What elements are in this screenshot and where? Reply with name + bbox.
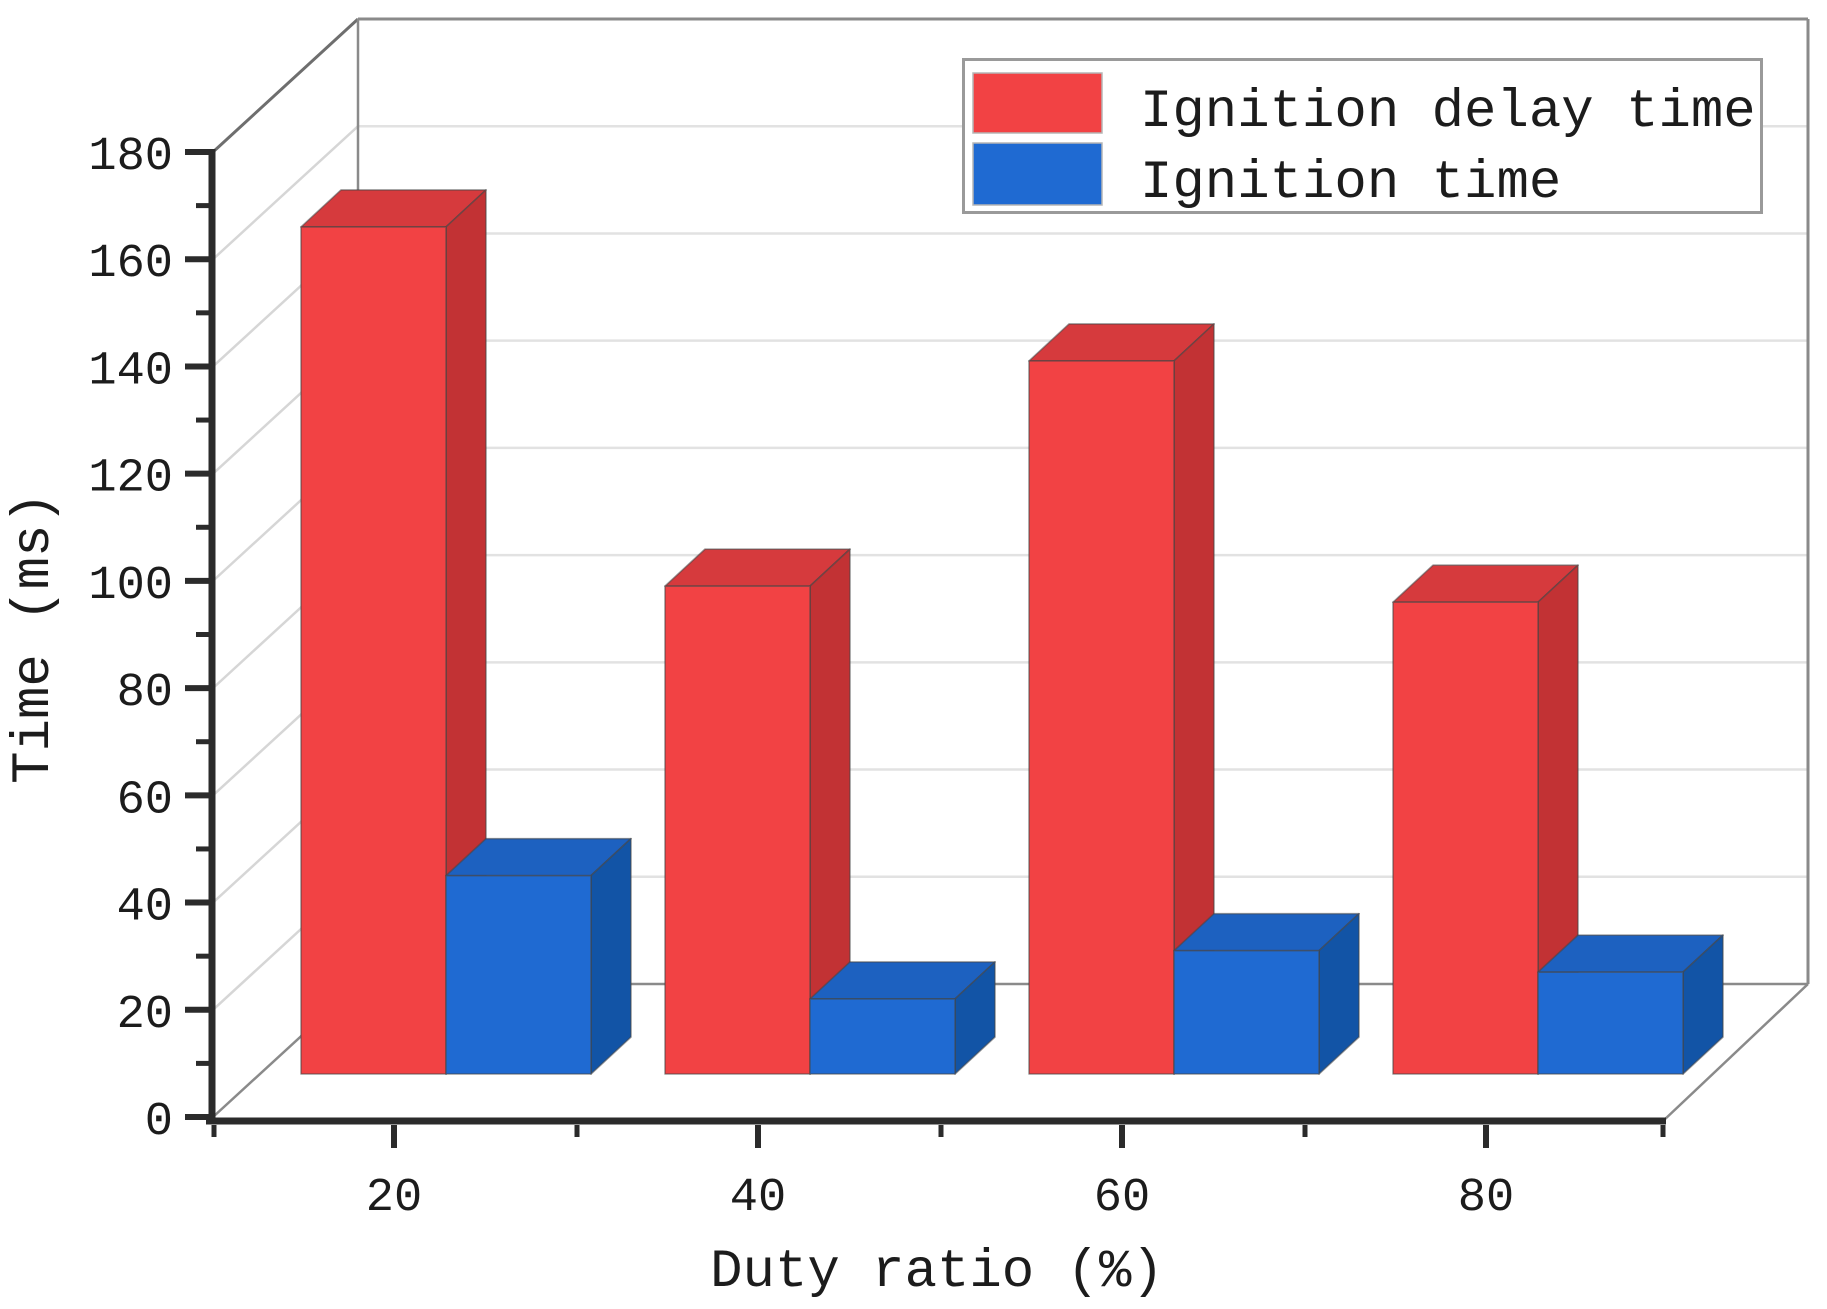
y-tick-label-140: 140 xyxy=(88,345,173,398)
bar-front-face xyxy=(1537,971,1684,1075)
frame-top-left-diagonal xyxy=(211,17,360,154)
bar-ignition-delay-time-60 xyxy=(1028,323,1215,1075)
bar-ignition-delay-time-80 xyxy=(1392,564,1579,1075)
y-tick-label-80: 80 xyxy=(117,667,173,720)
y-tick-label-20: 20 xyxy=(117,989,173,1042)
bar-ignition-time-20 xyxy=(445,837,632,1075)
x-tick-label-40: 40 xyxy=(730,1172,786,1225)
bar-front-face xyxy=(1173,949,1320,1075)
y-tick-label-100: 100 xyxy=(88,560,173,613)
y-tick-label-180: 180 xyxy=(88,131,173,184)
bar-ignition-time-40 xyxy=(809,961,996,1075)
x-axis-title: Duty ratio (%) xyxy=(710,1242,1164,1303)
legend-swatch-ignition-time xyxy=(972,142,1103,206)
bar-front-face xyxy=(445,874,592,1075)
bar-side-face xyxy=(590,837,632,1075)
legend: Ignition delay time Ignition time xyxy=(962,58,1763,214)
bar-ignition-time-60 xyxy=(1173,912,1360,1075)
y-tick-label-0: 0 xyxy=(145,1096,173,1149)
chart-axes-ticks: 0 20 40 60 80 100 120 140 160 180 20 40 60 80 xyxy=(88,131,1666,1225)
legend-label-ignition-time: Ignition time xyxy=(1140,153,1561,214)
bar-ignition-time-80 xyxy=(1537,934,1724,1075)
y-tick-label-60: 60 xyxy=(117,774,173,827)
bar-front-face xyxy=(300,226,447,1075)
bar-ignition-delay-time-20 xyxy=(300,189,487,1075)
x-tick-label-60: 60 xyxy=(1094,1172,1150,1225)
y-tick-label-40: 40 xyxy=(117,882,173,935)
frame-floor-right-diagonal xyxy=(1662,983,1809,1122)
bar-front-face xyxy=(809,998,956,1075)
y-tick-label-120: 120 xyxy=(88,453,173,506)
x-tick-label-20: 20 xyxy=(366,1172,422,1225)
x-tick-label-80: 80 xyxy=(1458,1172,1514,1225)
legend-swatch-ignition-delay-time xyxy=(972,72,1103,134)
chart-bars xyxy=(300,189,1724,1075)
bar-front-face xyxy=(664,585,811,1075)
y-tick-label-160: 160 xyxy=(88,238,173,291)
bar-front-face xyxy=(1028,360,1175,1075)
left-wall-gridline-160 xyxy=(212,125,359,261)
bar-ignition-delay-time-40 xyxy=(664,548,851,1075)
bar-front-face xyxy=(1392,601,1539,1075)
y-axis-title: Time (ms) xyxy=(4,492,65,784)
legend-label-ignition-delay-time: Ignition delay time xyxy=(1140,82,1756,143)
